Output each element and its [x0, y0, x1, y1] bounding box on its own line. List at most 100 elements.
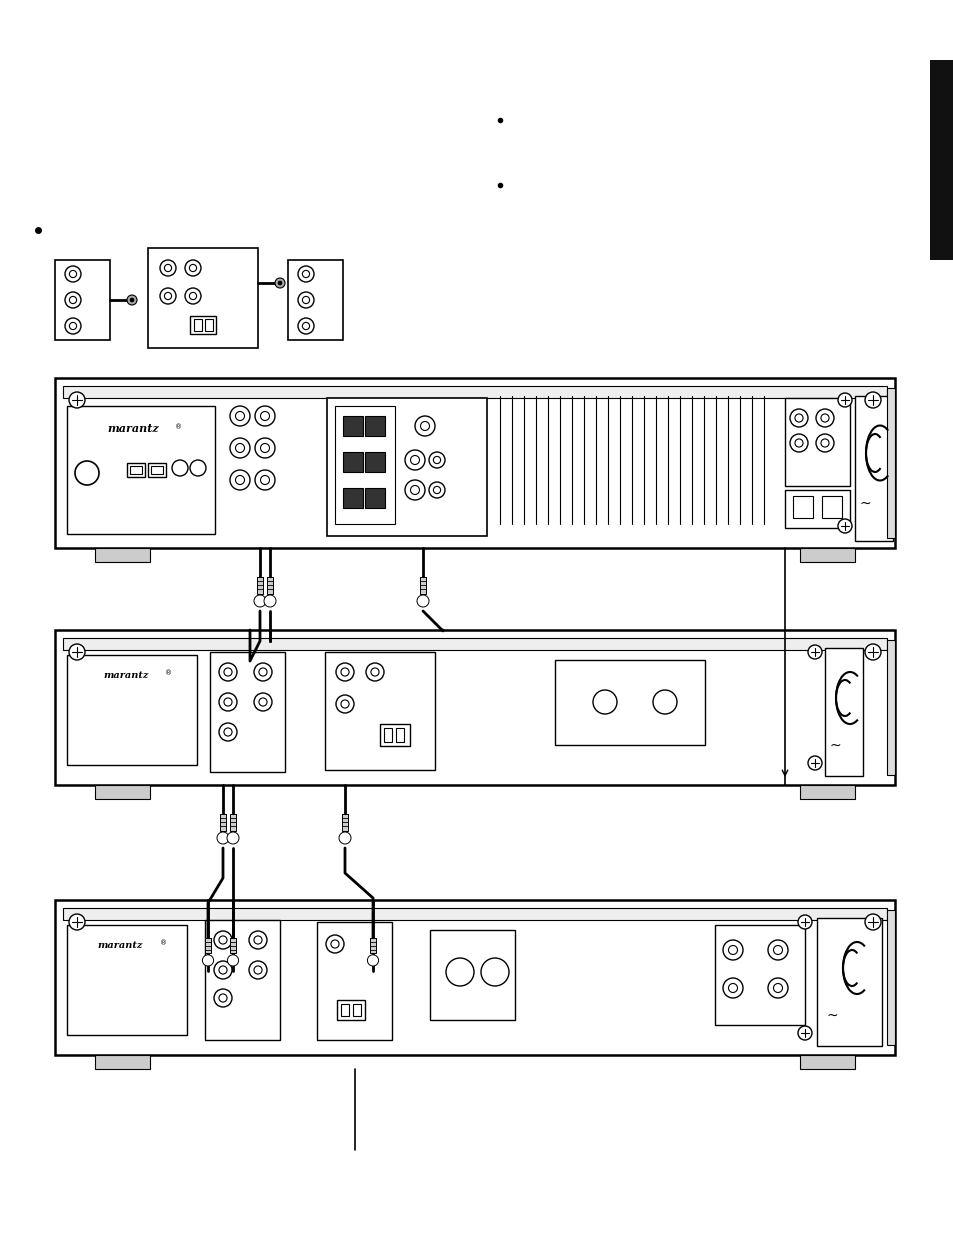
Circle shape: [789, 433, 807, 452]
Circle shape: [367, 955, 378, 966]
Bar: [67, 406, 214, 534]
Circle shape: [249, 931, 267, 948]
Bar: [190, 316, 215, 333]
Circle shape: [480, 958, 509, 986]
Circle shape: [410, 456, 419, 464]
Bar: [230, 814, 235, 830]
Bar: [929, 61, 953, 261]
Circle shape: [722, 940, 742, 960]
Circle shape: [160, 261, 175, 275]
Bar: [336, 1000, 365, 1020]
Circle shape: [235, 443, 244, 452]
Bar: [340, 1004, 349, 1016]
Circle shape: [230, 471, 250, 490]
Circle shape: [797, 915, 811, 929]
Circle shape: [160, 288, 175, 304]
Circle shape: [216, 832, 229, 844]
Circle shape: [254, 471, 274, 490]
Bar: [325, 652, 435, 769]
Bar: [95, 785, 150, 799]
Circle shape: [227, 955, 238, 966]
Circle shape: [130, 298, 133, 303]
Bar: [230, 939, 235, 953]
Circle shape: [815, 409, 833, 427]
Circle shape: [864, 643, 880, 659]
Circle shape: [258, 668, 267, 676]
Bar: [800, 548, 854, 562]
Circle shape: [253, 663, 272, 680]
Circle shape: [254, 438, 274, 458]
Circle shape: [190, 293, 196, 300]
Circle shape: [254, 406, 274, 426]
Bar: [63, 908, 886, 920]
Bar: [335, 406, 395, 524]
Circle shape: [837, 393, 851, 408]
Circle shape: [172, 459, 188, 475]
Bar: [824, 648, 862, 776]
Circle shape: [326, 935, 344, 953]
Circle shape: [70, 296, 76, 304]
Circle shape: [253, 966, 262, 974]
Circle shape: [258, 698, 267, 706]
Circle shape: [652, 690, 677, 714]
Circle shape: [815, 433, 833, 452]
Circle shape: [722, 978, 742, 998]
Circle shape: [420, 421, 429, 431]
Circle shape: [338, 832, 351, 844]
Circle shape: [302, 322, 310, 330]
Circle shape: [767, 940, 787, 960]
Bar: [210, 652, 285, 772]
Circle shape: [230, 438, 250, 458]
Circle shape: [224, 727, 232, 736]
Bar: [854, 396, 892, 541]
Circle shape: [202, 955, 213, 966]
Bar: [816, 918, 882, 1046]
Circle shape: [446, 958, 474, 986]
Circle shape: [219, 936, 227, 944]
Circle shape: [219, 966, 227, 974]
Bar: [365, 452, 385, 472]
Circle shape: [185, 261, 201, 275]
Circle shape: [837, 519, 851, 534]
Circle shape: [274, 278, 285, 288]
Circle shape: [807, 756, 821, 769]
Circle shape: [728, 983, 737, 993]
Bar: [148, 463, 166, 477]
Text: marantz: marantz: [97, 941, 142, 950]
Text: marantz: marantz: [107, 424, 158, 433]
Bar: [430, 930, 515, 1020]
Bar: [784, 398, 849, 487]
Circle shape: [230, 406, 250, 426]
Bar: [267, 577, 273, 594]
Bar: [555, 659, 704, 745]
Bar: [95, 548, 150, 562]
Circle shape: [253, 936, 262, 944]
Bar: [220, 814, 226, 830]
Circle shape: [807, 645, 821, 659]
Bar: [316, 923, 392, 1040]
Bar: [63, 387, 886, 398]
Bar: [714, 925, 804, 1025]
Circle shape: [69, 914, 85, 930]
Circle shape: [213, 961, 232, 979]
Circle shape: [213, 931, 232, 948]
Circle shape: [794, 414, 802, 422]
Bar: [205, 920, 280, 1040]
Bar: [205, 319, 213, 331]
Circle shape: [433, 487, 440, 494]
Circle shape: [797, 1026, 811, 1040]
Bar: [384, 727, 392, 742]
Bar: [256, 577, 263, 594]
Bar: [343, 488, 363, 508]
Circle shape: [277, 282, 282, 285]
Bar: [55, 900, 894, 1055]
Circle shape: [227, 832, 239, 844]
Circle shape: [219, 663, 236, 680]
Bar: [341, 814, 348, 830]
Circle shape: [253, 595, 266, 606]
Bar: [55, 378, 894, 548]
Circle shape: [260, 411, 269, 420]
Circle shape: [331, 940, 338, 948]
Bar: [130, 466, 142, 474]
Circle shape: [65, 266, 81, 282]
